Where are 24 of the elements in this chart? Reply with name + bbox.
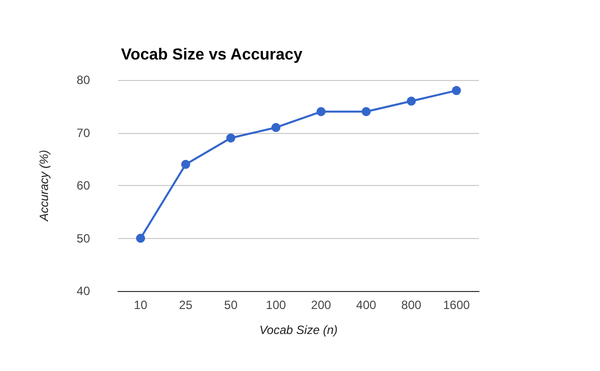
y-tick-label: 60 <box>76 178 90 192</box>
y-tick-label: 40 <box>76 284 90 298</box>
point <box>452 86 461 96</box>
x-axis-title: Vocab Size (n) <box>259 323 338 337</box>
point <box>271 122 280 132</box>
point <box>316 107 326 116</box>
x-tick-label: 10 <box>134 298 148 312</box>
point <box>406 96 416 106</box>
y-tick-label: 70 <box>76 126 90 140</box>
x-tick-label: 800 <box>401 298 422 312</box>
point <box>362 107 371 116</box>
chart-title: Vocab Size vs Accuracy <box>121 46 303 64</box>
point <box>226 134 236 143</box>
y-tick-label: 80 <box>76 73 90 87</box>
x-tick-label: 400 <box>356 298 377 312</box>
x-tick-label: 50 <box>224 298 238 312</box>
x-tick-label: 25 <box>179 298 193 312</box>
x-tick-label: 1600 <box>443 298 470 312</box>
x-tick-label: 200 <box>311 298 332 312</box>
x-tick-label: 100 <box>266 298 286 312</box>
y-axis-title: Accuracy (%) <box>37 150 51 222</box>
y-tick-label: 50 <box>76 231 90 246</box>
point <box>136 234 146 243</box>
point <box>181 160 190 169</box>
